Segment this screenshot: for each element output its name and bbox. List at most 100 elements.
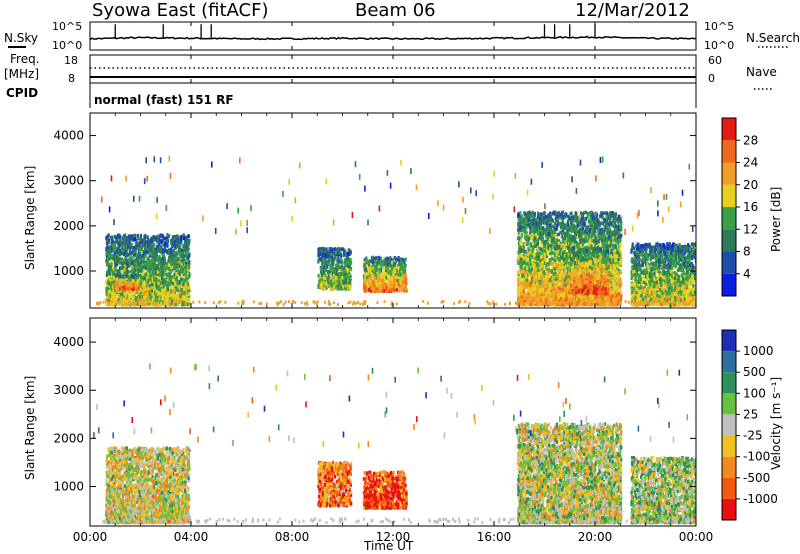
scatter-cell <box>116 292 119 297</box>
scatter-cell <box>321 261 324 265</box>
scatter-cell <box>152 248 155 253</box>
scatter-cell <box>155 265 158 270</box>
scatter-cell <box>325 264 328 269</box>
scatter-cell <box>399 265 402 269</box>
scatter-cell <box>177 250 180 255</box>
scatter-cell <box>365 264 368 268</box>
scatter-cell <box>151 270 155 274</box>
scatter-cell <box>363 289 366 293</box>
scatter-cell <box>397 256 400 260</box>
scatter-cell <box>138 298 141 302</box>
scatter-cell <box>123 240 126 244</box>
scatter-cell <box>376 260 380 265</box>
scatter-cell <box>125 268 128 272</box>
scatter-cell <box>172 275 175 279</box>
scatter-cell <box>368 271 371 275</box>
scatter-cell <box>164 266 167 271</box>
scatter-cell <box>387 284 391 289</box>
scatter-cell <box>123 268 126 272</box>
scatter-cell <box>144 297 147 301</box>
scatter-cell <box>571 235 574 239</box>
scatter-cell <box>565 291 568 295</box>
scatter-cell <box>109 282 112 287</box>
scatter-cell <box>176 285 180 289</box>
scatter-cell <box>342 269 345 273</box>
scatter-cell <box>148 283 151 288</box>
scatter-cell <box>376 277 379 282</box>
scatter-cell <box>148 254 151 258</box>
scatter-cell <box>163 236 166 240</box>
scatter-cell <box>106 286 110 291</box>
scatter-cell <box>152 273 155 278</box>
scatter-cell <box>335 263 338 268</box>
scatter-cell <box>146 250 149 255</box>
scatter-cell <box>137 289 141 293</box>
scatter-cell <box>156 272 159 276</box>
scatter-cell <box>386 284 389 289</box>
scatter-cell <box>147 248 150 252</box>
scatter-cell <box>581 227 585 231</box>
scatter-cell <box>603 211 606 215</box>
scatter-cell <box>187 255 190 260</box>
nave-tick-bottom: 0 <box>708 72 715 85</box>
scatter-cell <box>531 233 534 237</box>
scatter-cell <box>187 234 190 238</box>
scatter-cell <box>390 277 393 281</box>
scatter-cell <box>344 249 347 254</box>
scatter-cell <box>366 272 369 276</box>
scatter-cell <box>187 258 190 262</box>
scatter-cell <box>384 289 387 293</box>
scatter-cell <box>136 280 139 284</box>
scatter-cell <box>525 231 529 235</box>
scatter-cell <box>340 271 343 276</box>
scatter-cell <box>118 266 122 270</box>
scatter-cell <box>164 272 167 277</box>
scatter-cell <box>380 268 383 272</box>
scatter-cell <box>370 265 373 270</box>
scatter-cell <box>115 236 118 241</box>
scatter-cell <box>317 273 320 278</box>
scatter-cell <box>364 268 367 272</box>
freq-tick-top: 18 <box>64 54 78 67</box>
scatter-cell <box>557 279 560 284</box>
scatter-cell <box>522 293 525 297</box>
scatter-cell <box>123 265 126 270</box>
scatter-cell <box>118 257 121 261</box>
scatter-cell <box>113 260 116 265</box>
scatter-cell <box>156 295 159 300</box>
scatter-cell <box>136 246 139 250</box>
scatter-cell <box>178 264 181 268</box>
scatter-cell <box>362 278 366 283</box>
scatter-cell <box>114 271 117 276</box>
scatter-cell <box>554 253 557 258</box>
freq-label-bottom: [MHz] <box>4 67 39 81</box>
scatter-cell <box>120 261 123 266</box>
scatter-cell <box>179 240 182 245</box>
scatter-cell <box>124 244 127 248</box>
scatter-cell <box>334 255 337 260</box>
scatter-cell <box>181 302 184 307</box>
scatter-cell <box>136 275 139 279</box>
scatter-cell <box>182 297 185 301</box>
scatter-cell <box>404 288 407 293</box>
scatter-cell <box>166 233 169 237</box>
scatter-cell <box>326 255 329 259</box>
scatter-cell <box>169 253 172 258</box>
scatter-cell <box>334 247 337 251</box>
scatter-cell <box>347 268 350 272</box>
freq-panel: Freq. [MHz] 18 8 60 0 Nave <box>4 52 777 90</box>
scatter-cell <box>188 271 191 276</box>
scatter-cell <box>329 274 333 279</box>
scatter-cell <box>105 247 108 251</box>
scatter-cell <box>145 266 148 271</box>
scatter-cell <box>160 276 164 280</box>
scatter-cell <box>322 246 325 251</box>
cpid-panel: CPID normal (fast) 151 RF <box>6 83 697 108</box>
scatter-cell <box>105 241 109 245</box>
scatter-cell <box>158 279 161 283</box>
scatter-cell <box>122 261 125 265</box>
scatter-cell <box>377 258 380 263</box>
scatter-cell <box>597 240 600 244</box>
scatter-cell <box>148 271 152 276</box>
scatter-cell <box>187 265 190 270</box>
